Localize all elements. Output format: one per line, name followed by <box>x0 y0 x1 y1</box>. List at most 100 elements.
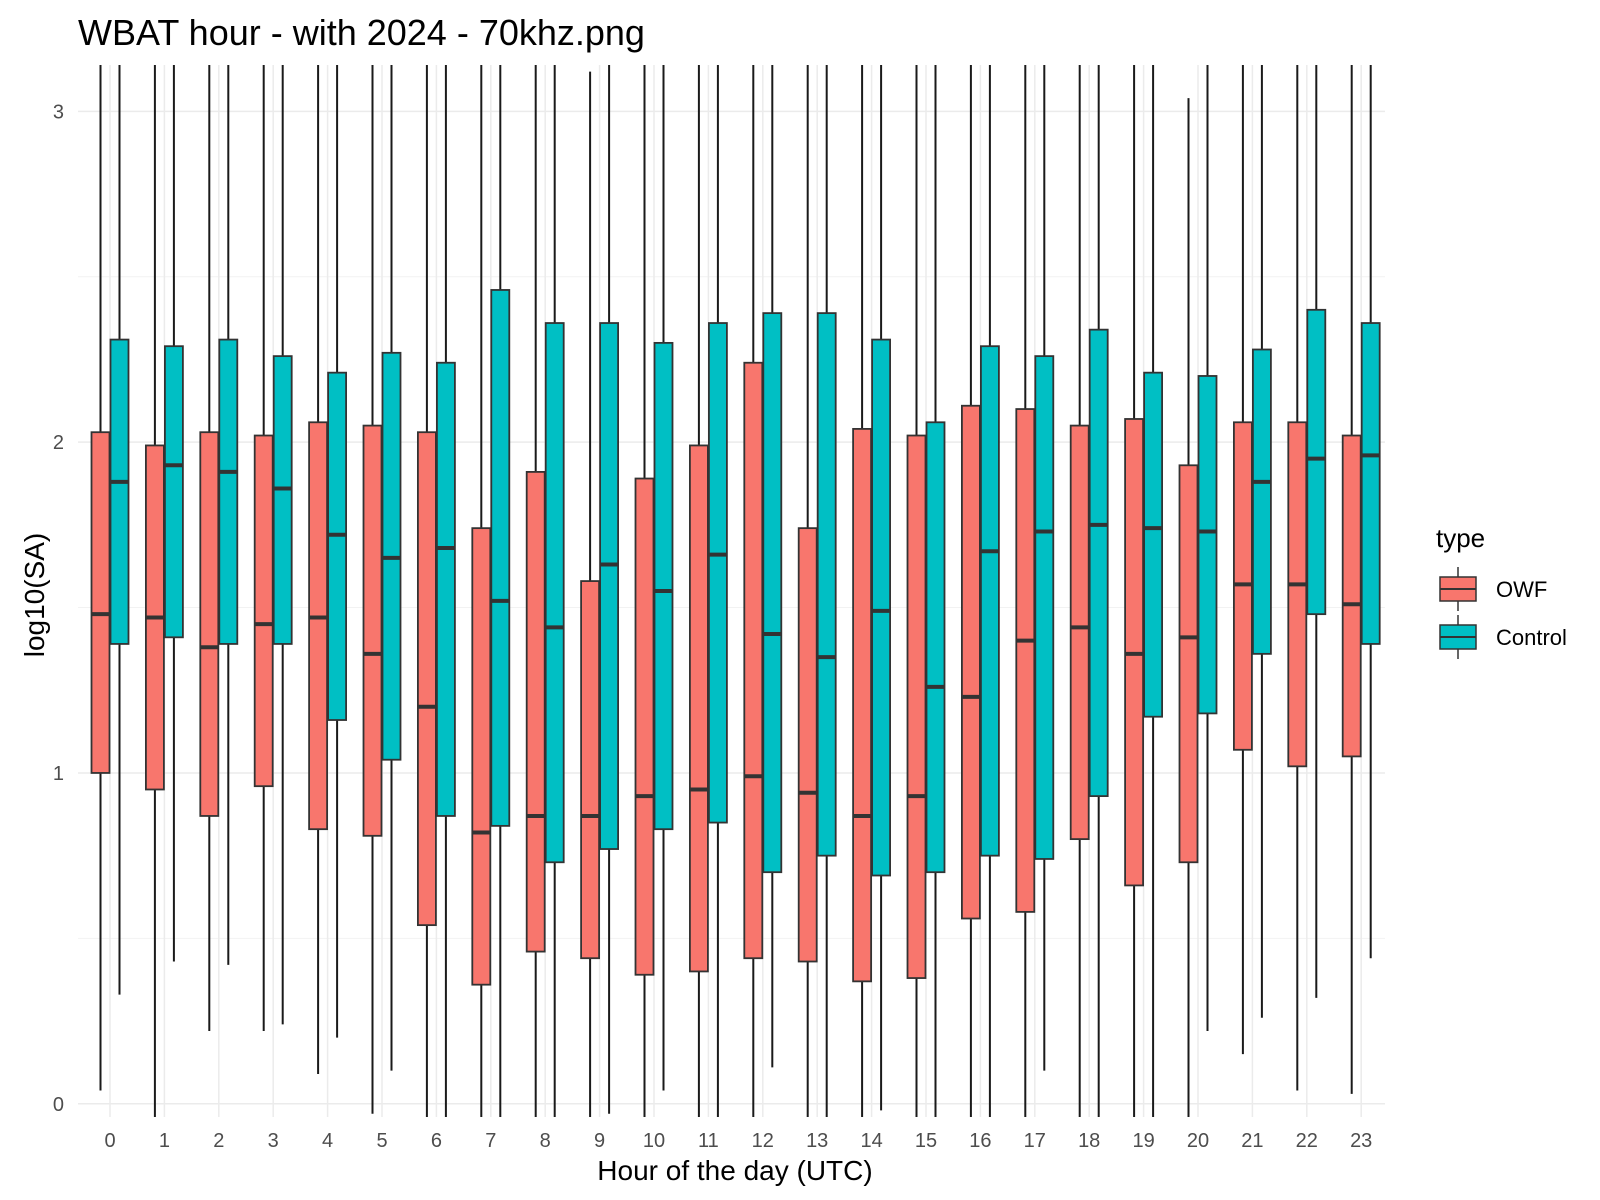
box-iqr <box>362 424 383 837</box>
box-control-18 <box>1088 65 1109 1117</box>
box-owf-16 <box>961 65 981 1117</box>
box-control-21 <box>1252 65 1272 1018</box>
box-control-3 <box>272 65 293 1025</box>
box-control-13 <box>816 65 837 1117</box>
box-iqr <box>327 371 348 721</box>
box-owf-8 <box>525 65 546 1117</box>
y-tick-label: 2 <box>53 432 64 454</box>
box-iqr <box>1143 371 1163 718</box>
box-iqr <box>1015 408 1036 913</box>
boxes <box>90 65 1381 1117</box>
box-control-20 <box>1197 65 1218 1031</box>
box-control-14 <box>871 65 891 1111</box>
box-iqr <box>490 289 511 827</box>
box-iqr <box>416 431 437 927</box>
box-owf-13 <box>797 65 818 1117</box>
box-iqr <box>1034 355 1055 860</box>
x-tick-label: 4 <box>322 1130 333 1152</box>
box-control-2 <box>218 65 239 965</box>
box-control-7 <box>490 65 511 1117</box>
box-iqr <box>634 477 655 976</box>
box-owf-4 <box>308 65 329 1074</box>
box-control-23 <box>1360 65 1381 959</box>
x-tick-label: 23 <box>1350 1130 1372 1152</box>
box-owf-6 <box>416 65 437 1117</box>
box-iqr <box>1341 434 1362 758</box>
box-iqr <box>109 338 130 645</box>
box-iqr <box>1306 308 1327 616</box>
y-axis-title: log10(SA) <box>19 533 50 658</box>
box-control-10 <box>653 65 674 1091</box>
box-control-1 <box>163 65 184 962</box>
x-tick-label: 18 <box>1078 1130 1100 1152</box>
box-owf-5 <box>362 65 383 1114</box>
box-iqr <box>689 444 709 973</box>
box-iqr <box>852 427 872 983</box>
legend-label: OWF <box>1496 577 1547 602</box>
box-owf-9 <box>580 71 600 1117</box>
box-iqr <box>90 431 111 774</box>
x-tick-label: 13 <box>806 1130 828 1152</box>
x-tick-label: 16 <box>969 1130 991 1152</box>
box-iqr <box>1088 328 1109 798</box>
x-tick-label: 21 <box>1241 1130 1263 1152</box>
box-owf-2 <box>199 65 220 1031</box>
box-iqr <box>253 434 274 788</box>
box-control-12 <box>762 65 783 1068</box>
box-iqr <box>218 338 239 645</box>
box-iqr <box>163 345 184 639</box>
box-iqr <box>925 421 946 874</box>
box-iqr <box>906 434 927 979</box>
box-owf-11 <box>689 65 709 1117</box>
box-owf-19 <box>1124 65 1144 1117</box>
box-iqr <box>599 322 619 850</box>
box-iqr <box>653 341 674 831</box>
box-control-17 <box>1034 65 1055 1071</box>
legend: type OWF Control <box>1436 523 1567 659</box>
box-iqr <box>816 312 837 857</box>
x-tick-label: 15 <box>915 1130 937 1152</box>
box-control-19 <box>1143 65 1163 1117</box>
box-iqr <box>580 580 600 960</box>
box-iqr <box>435 361 456 817</box>
box-control-16 <box>980 65 1000 1117</box>
y-tick-label: 1 <box>53 763 64 785</box>
x-tick-label: 17 <box>1024 1130 1046 1152</box>
box-iqr <box>525 471 546 953</box>
x-tick-label: 20 <box>1187 1130 1209 1152</box>
box-owf-15 <box>906 65 927 1117</box>
x-tick-label: 10 <box>643 1130 665 1152</box>
box-control-0 <box>109 65 130 995</box>
x-tick-label: 2 <box>213 1130 224 1152</box>
box-iqr <box>1252 348 1272 655</box>
x-tick-label: 14 <box>860 1130 882 1152</box>
box-iqr <box>1069 424 1090 841</box>
box-control-22 <box>1306 65 1327 998</box>
x-tick-label: 11 <box>698 1130 719 1152</box>
x-tick-label: 8 <box>540 1130 551 1152</box>
box-iqr <box>1178 464 1199 864</box>
box-iqr <box>544 322 565 864</box>
y-tick-label: 0 <box>53 1094 64 1116</box>
box-iqr <box>980 345 1000 857</box>
x-tick-label: 12 <box>752 1130 774 1152</box>
legend-title: type <box>1436 523 1485 553</box>
box-owf-10 <box>634 65 655 1117</box>
legend-item-control: Control <box>1439 615 1567 659</box>
box-owf-22 <box>1287 65 1308 1091</box>
box-iqr <box>199 431 220 817</box>
box-owf-3 <box>253 65 274 1031</box>
box-iqr <box>308 421 329 831</box>
legend-label: Control <box>1496 625 1567 650</box>
box-owf-23 <box>1341 65 1362 1094</box>
x-axis-title: Hour of the day (UTC) <box>597 1155 872 1186</box>
box-iqr <box>1360 322 1381 645</box>
box-iqr <box>797 527 818 963</box>
x-tick-label: 3 <box>268 1130 279 1152</box>
box-owf-7 <box>471 65 492 1117</box>
y-tick-label: 3 <box>53 101 64 123</box>
box-owf-18 <box>1069 65 1090 1117</box>
box-iqr <box>471 527 492 986</box>
